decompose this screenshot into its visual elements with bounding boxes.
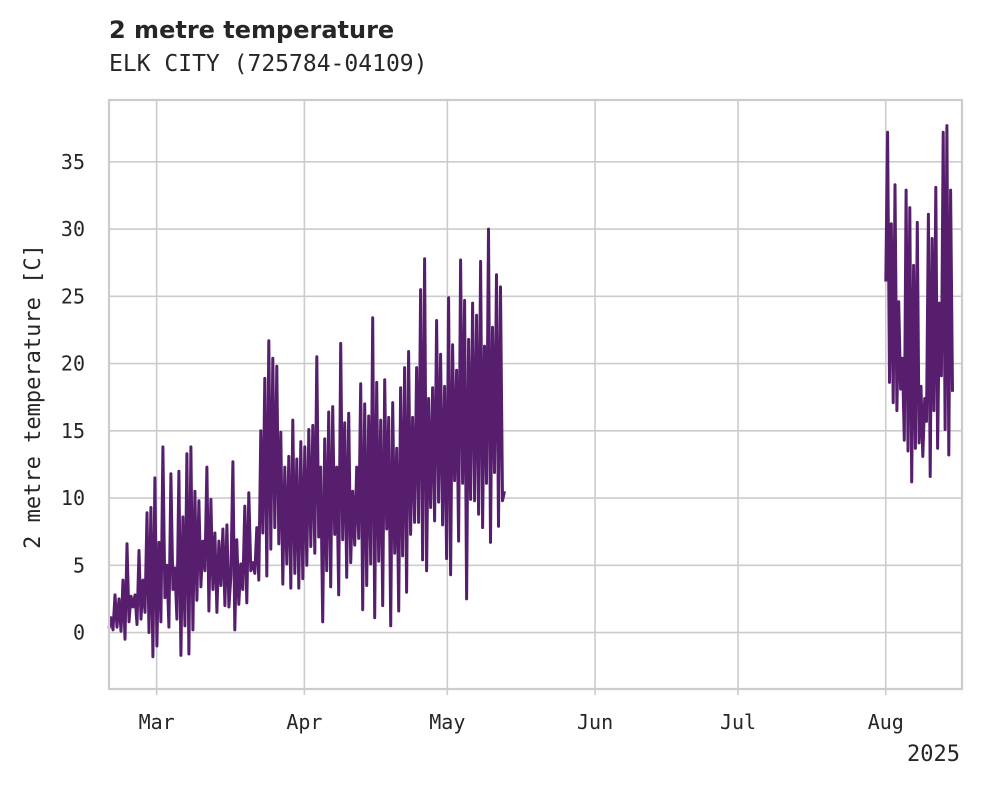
y-tick-label: 10 xyxy=(61,486,85,510)
y-tick-label: 5 xyxy=(73,553,85,577)
y-tick-label: 35 xyxy=(61,150,85,174)
series-line xyxy=(884,124,954,484)
y-tick-label: 30 xyxy=(61,217,85,241)
chart-subtitle: ELK CITY (725784-04109) xyxy=(109,51,428,77)
chart-title: 2 metre temperature xyxy=(109,16,395,44)
x-tick-label: May xyxy=(429,710,465,734)
y-tick-label: 15 xyxy=(61,419,85,443)
y-tick-label: 0 xyxy=(73,621,85,645)
x-tick-label: Apr xyxy=(286,710,322,734)
x-tick-label: Aug xyxy=(868,710,904,734)
y-tick-label: 20 xyxy=(61,352,85,376)
x-tick-label: Mar xyxy=(139,710,175,734)
y-tick-label: 25 xyxy=(61,284,85,308)
x-tick-label: Jun xyxy=(577,710,613,734)
y-axis-label: 2 metre temperature [C] xyxy=(21,244,46,549)
plot-frame xyxy=(107,98,964,691)
x-year-label: 2025 xyxy=(907,742,960,767)
x-tick-label: Jul xyxy=(720,710,756,734)
series-line xyxy=(107,227,506,659)
